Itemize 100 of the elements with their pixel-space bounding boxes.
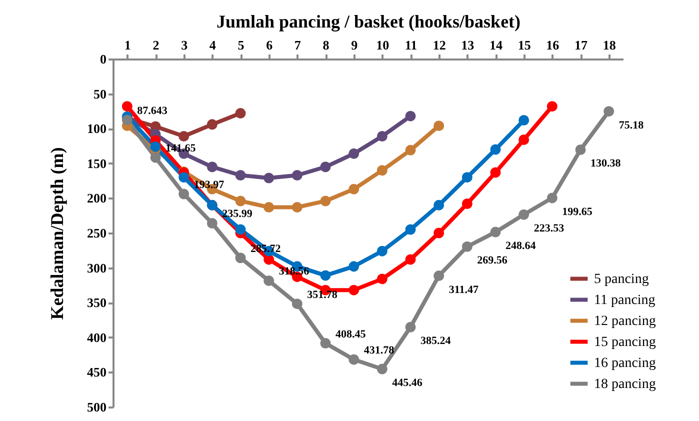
data-label: 351.78: [307, 288, 338, 301]
x-tick-label: 12: [432, 38, 446, 52]
data-label: 130.38: [590, 158, 622, 170]
y-axis-title: Kedalaman/Depth (m): [47, 147, 67, 320]
point: [178, 172, 190, 183]
point: [490, 144, 501, 155]
point: [178, 131, 190, 142]
data-label: 223.53: [534, 222, 565, 235]
point: [292, 170, 302, 180]
point: [206, 119, 218, 130]
x-tick-label: 2: [152, 38, 160, 52]
point: [604, 106, 614, 117]
point: [292, 202, 302, 212]
point: [575, 144, 586, 155]
point: [490, 226, 501, 238]
point: [462, 172, 472, 183]
point: [235, 196, 246, 206]
point: [150, 152, 161, 163]
point: [405, 322, 416, 332]
x-tick-label: 7: [294, 38, 302, 52]
point: [546, 192, 558, 204]
legend-label: 5 pancing: [594, 272, 649, 287]
point: [150, 141, 161, 152]
x-tick-label: 3: [181, 38, 188, 52]
point: [518, 134, 530, 145]
legend-label: 16 pancing: [594, 356, 656, 371]
x-tick-label: 6: [266, 38, 274, 52]
data-label: 408.45: [336, 328, 366, 340]
x-tick-label: 17: [574, 38, 588, 52]
point: [348, 184, 360, 194]
data-label: 445.46: [392, 377, 423, 390]
point: [122, 101, 132, 112]
x-tick-label: 16: [546, 38, 560, 52]
x-tick-label: 9: [351, 38, 358, 52]
y-tick-label: 150: [87, 156, 106, 171]
data-label: 285.72: [250, 242, 282, 255]
point: [376, 131, 388, 142]
point: [235, 170, 246, 180]
y-tick-label: 200: [87, 190, 106, 206]
data-label: 75.18: [618, 119, 644, 132]
x-tick-label: 10: [376, 38, 390, 52]
point: [434, 228, 444, 238]
data-label: 87.643: [137, 105, 168, 117]
point: [376, 165, 388, 176]
y-tick-label: 500: [87, 400, 106, 414]
point: [235, 252, 246, 264]
legend-label: 12 pancing: [594, 314, 656, 329]
point: [348, 284, 360, 296]
point: [264, 172, 274, 184]
point: [462, 198, 472, 209]
point: [235, 108, 246, 119]
legend-label: 11 pancing: [594, 292, 656, 308]
point: [490, 167, 501, 178]
y-tick-label: 100: [87, 121, 106, 136]
point: [405, 144, 416, 156]
point: [320, 338, 331, 349]
point: [320, 196, 331, 206]
x-tick-label: 5: [238, 38, 245, 52]
x-tick-label: 18: [602, 38, 616, 52]
y-tick-label: 0: [100, 52, 106, 66]
data-label: 385.24: [420, 335, 452, 348]
y-tick-label: 300: [87, 260, 106, 276]
y-tick-label: 50: [94, 86, 106, 102]
point: [235, 224, 246, 235]
point: [462, 241, 472, 252]
point: [264, 275, 274, 286]
data-label: 431.78: [364, 344, 395, 357]
point: [178, 188, 190, 200]
x-tick-label: 8: [322, 38, 330, 52]
point: [206, 218, 218, 228]
x-axis-title: Jumlah pancing / basket (hooks/basket): [216, 12, 521, 32]
x-tick-label: 11: [404, 38, 418, 52]
x-tick-label: 13: [461, 38, 475, 52]
point: [434, 270, 444, 282]
y-tick-label: 400: [87, 330, 106, 345]
point: [264, 202, 274, 212]
point: [348, 261, 360, 272]
point: [405, 254, 416, 265]
x-tick-label: 15: [518, 38, 532, 52]
point: [348, 354, 360, 365]
point: [292, 298, 302, 310]
point: [376, 246, 388, 256]
point: [546, 101, 558, 112]
point: [434, 120, 444, 132]
data-label: 199.65: [562, 206, 593, 218]
point: [518, 209, 530, 220]
legend-label: 18 pancing: [594, 376, 656, 392]
data-label: 311.47: [448, 284, 479, 296]
point: [206, 162, 218, 172]
point: [376, 364, 388, 374]
point: [320, 270, 331, 281]
data-label: 248.64: [506, 240, 536, 252]
point: [376, 274, 388, 284]
x-tick-label: 14: [490, 38, 503, 52]
y-tick-label: 350: [87, 295, 106, 310]
legend-label: 15 pancing: [594, 334, 656, 350]
y-tick-label: 450: [87, 364, 106, 380]
point: [405, 110, 416, 122]
point: [348, 148, 360, 159]
point: [405, 224, 416, 235]
